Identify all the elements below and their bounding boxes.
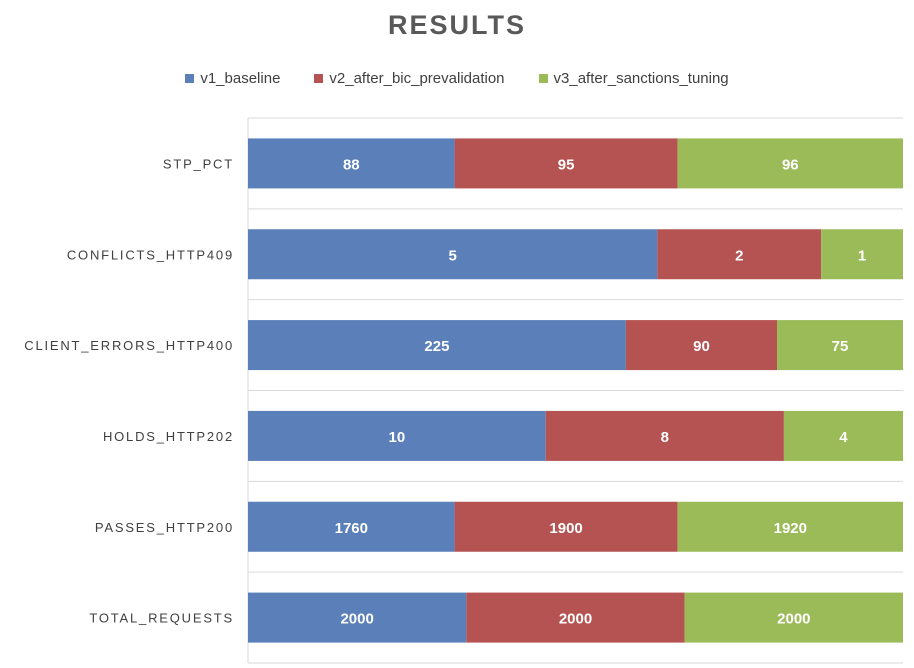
bar-segment-v3_after_sanctions_tuning: [783, 410, 903, 461]
bar-segment-v2_after_bic_prevalidation: [545, 410, 784, 461]
legend-label-v3: v3_after_sanctions_tuning: [553, 70, 729, 87]
category-label: TOTAL_REQUESTS: [89, 611, 234, 626]
data-label: 90: [693, 338, 710, 355]
legend-item-v3: v3_after_sanctions_tuning: [538, 70, 729, 87]
bar-segment-v3_after_sanctions_tuning: [684, 592, 903, 643]
data-label: 2000: [559, 611, 592, 628]
data-label: 8: [661, 429, 669, 446]
data-label: 1900: [549, 520, 582, 537]
data-label: 2: [735, 247, 743, 264]
data-label: 225: [424, 338, 449, 355]
bar-segment-v3_after_sanctions_tuning: [777, 320, 903, 371]
legend-item-v1: v1_baseline: [185, 70, 280, 87]
bar-segment-v2_after_bic_prevalidation: [466, 592, 685, 643]
data-label: 95: [558, 156, 575, 173]
data-label: 1760: [335, 520, 368, 537]
bar-segment-v2_after_bic_prevalidation: [625, 320, 778, 371]
legend-swatch-v2: [314, 74, 324, 83]
bar-segment-v1_baseline: [248, 229, 658, 280]
data-label: 1: [858, 247, 866, 264]
category-label: CONFLICTS_HTTP409: [67, 247, 234, 262]
data-label: 4: [839, 429, 848, 446]
legend-swatch-v3: [538, 74, 548, 83]
bar-segment-v1_baseline: [248, 410, 546, 461]
bar-segment-v1_baseline: [248, 138, 455, 189]
bar-segment-v2_after_bic_prevalidation: [657, 229, 822, 280]
category-label: STP_PCT: [163, 156, 234, 171]
chart-title: RESULTS: [387, 10, 526, 40]
category-label: HOLDS_HTTP202: [103, 429, 234, 444]
category-label: CLIENT_ERRORS_HTTP400: [24, 338, 234, 353]
category-label: PASSES_HTTP200: [95, 520, 234, 535]
data-label: 5: [449, 247, 457, 264]
data-label: 1920: [774, 520, 807, 537]
data-label: 96: [782, 156, 799, 173]
bar-segment-v3_after_sanctions_tuning: [677, 138, 903, 189]
bar-segment-v1_baseline: [248, 592, 467, 643]
legend-label-v2: v2_after_bic_prevalidation: [329, 70, 505, 87]
bar-segment-v2_after_bic_prevalidation: [454, 138, 678, 189]
bar-segment-v1_baseline: [248, 501, 455, 552]
data-label: 10: [389, 429, 406, 446]
legend-item-v2: v2_after_bic_prevalidation: [314, 70, 505, 87]
bar-segment-v3_after_sanctions_tuning: [677, 501, 903, 552]
data-label: 2000: [340, 611, 373, 628]
data-label: 88: [343, 156, 360, 173]
legend-swatch-v1: [185, 74, 195, 83]
bar-segment-v2_after_bic_prevalidation: [454, 501, 678, 552]
data-label: 2000: [777, 611, 810, 628]
legend-label-v1: v1_baseline: [200, 70, 281, 87]
legend: v1_baseline v2_after_bic_prevalidation v…: [0, 70, 914, 87]
data-label: 75: [832, 338, 849, 355]
bar-segment-v1_baseline: [248, 320, 626, 371]
bar-segment-v3_after_sanctions_tuning: [821, 229, 903, 280]
